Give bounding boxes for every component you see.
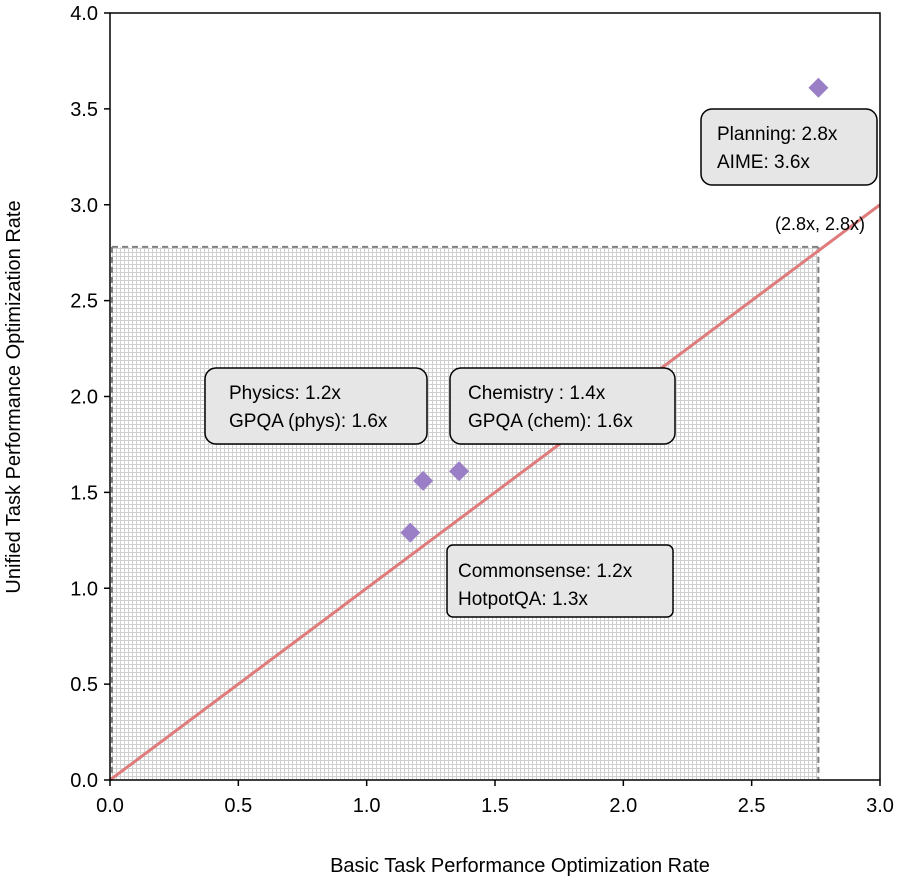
x-tick-label: 0.5: [224, 795, 252, 817]
data-point-diamond: [808, 77, 829, 98]
callout-chemistry-box: [449, 367, 676, 445]
y-tick-label: 3.5: [70, 99, 98, 121]
callout-commonsense: Commonsense: 1.2x HotpotQA: 1.3x: [446, 544, 674, 618]
callout-commonsense-box: [446, 544, 674, 618]
callout-planning-line-2: AIME: 3.6x: [717, 152, 810, 173]
callout-planning-line-1: Planning: 2.8x: [717, 124, 838, 145]
data-point-diamond: [413, 470, 434, 491]
callout-planning: Planning: 2.8x AIME: 3.6x: [700, 108, 878, 186]
x-tick-label: 2.0: [609, 795, 637, 817]
data-point-diamond: [400, 522, 421, 543]
corner-point-annotation: (2.8x, 2.8x): [775, 214, 865, 234]
x-tick-label: 2.5: [738, 795, 766, 817]
y-tick-label: 3.0: [70, 195, 98, 217]
callout-chemistry-line-1: Chemistry : 1.4x: [468, 383, 606, 404]
x-tick-label: 1.0: [353, 795, 381, 817]
callout-chemistry: Chemistry : 1.4x GPQA (chem): 1.6x: [449, 367, 676, 445]
callout-commonsense-line-1: Commonsense: 1.2x: [458, 561, 633, 582]
y-tick-label: 0.5: [70, 674, 98, 696]
y-tick-label: 1.5: [70, 482, 98, 504]
y-tick-label: 1.0: [70, 578, 98, 600]
y-axis-ticks: 0.0 0.5 1.0 1.5 2.0 2.5 3.0 3.5 4.0: [70, 3, 110, 792]
data-points: [400, 77, 829, 543]
reference-line-y-equals-x: [109, 203, 881, 782]
callout-physics-box: [204, 367, 428, 445]
data-point-diamond: [449, 461, 470, 482]
y-tick-label: 2.5: [70, 291, 98, 313]
callout-chemistry-line-2: GPQA (chem): 1.6x: [468, 411, 633, 432]
x-axis-ticks: 0.0 0.5 1.0 1.5 2.0 2.5 3.0: [96, 780, 894, 817]
y-axis-label: Unified Task Performance Optimization Ra…: [3, 200, 25, 593]
y-tick-label: 4.0: [70, 3, 98, 25]
x-tick-label: 3.0: [866, 795, 894, 817]
callout-planning-box: [700, 108, 878, 186]
y-tick-label: 2.0: [70, 387, 98, 409]
x-tick-label: 0.0: [96, 795, 124, 817]
callout-physics-line-2: GPQA (phys): 1.6x: [229, 411, 388, 432]
callout-commonsense-line-2: HotpotQA: 1.3x: [458, 589, 588, 610]
x-tick-label: 1.5: [481, 795, 509, 817]
x-axis-label: Basic Task Performance Optimization Rate: [330, 855, 710, 877]
callout-physics: Physics: 1.2x GPQA (phys): 1.6x: [204, 367, 428, 445]
y-tick-label: 0.0: [70, 770, 98, 792]
callout-physics-line-1: Physics: 1.2x: [229, 383, 341, 404]
